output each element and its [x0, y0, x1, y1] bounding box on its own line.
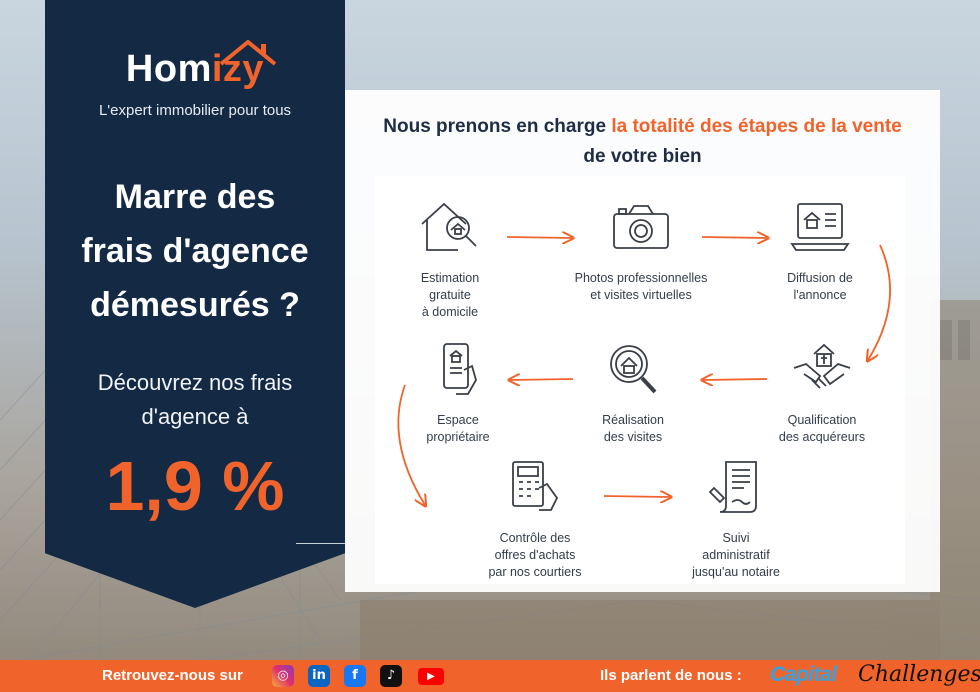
subtext-line: Découvrez nos frais — [97, 370, 293, 395]
linkedin-icon[interactable]: in — [308, 665, 330, 687]
challenges-logo: Challenges — [858, 662, 980, 687]
step-estimation: Estimation gratuite à domicile — [365, 198, 535, 321]
promo-banner: Homizy L'expert immobilier pour tous Mar… — [45, 0, 345, 608]
heading-accent: la totalité des étapes de la vente — [611, 116, 902, 137]
brand-name-part1: Hom — [125, 48, 212, 90]
divider — [296, 543, 346, 544]
step-label: Contrôle des — [499, 531, 571, 545]
subtext-line: d'agence à — [141, 404, 249, 429]
press-label: Ils parlent de nous : — [600, 667, 742, 684]
follow-label: Retrouvez-nous sur — [102, 667, 243, 684]
step-label: des acquéreurs — [778, 430, 866, 444]
step-diffusion: Diffusion de l'annonce — [735, 198, 905, 304]
banner-subtext: Découvrez nos frais d'agence à — [45, 366, 345, 434]
step-label: des visites — [603, 430, 663, 444]
step-label: Réalisation — [602, 413, 664, 427]
heading-text: Nous prenons en charge — [383, 116, 612, 137]
document-pen-icon — [708, 461, 757, 513]
step-label: par nos courtiers — [488, 565, 582, 579]
logo-roof-icon — [219, 40, 277, 66]
step-espace: Espace propriétaire — [373, 340, 543, 446]
step-controle: Contrôle des offres d'achats par nos cou… — [450, 458, 620, 581]
fee-rate: 1,9 % — [105, 447, 285, 525]
step-suivi: Suivi administratif jusqu'au notaire — [651, 458, 821, 581]
step-label: jusqu'au notaire — [692, 565, 780, 579]
headline-line: frais d'agence — [81, 232, 309, 270]
heading-text-2: de votre bien — [583, 146, 702, 167]
step-label: Espace — [437, 413, 479, 427]
step-label: Photos professionnelles — [574, 271, 708, 285]
panel-heading: Nous prenons en charge la totalité des é… — [345, 112, 940, 172]
step-label: Suivi — [722, 531, 750, 545]
camera-icon — [613, 205, 669, 249]
headline-line: Marre des — [114, 178, 276, 216]
step-label: gratuite — [429, 288, 471, 302]
brand-tagline: L'expert immobilier pour tous — [98, 102, 292, 119]
step-label: propriétaire — [426, 430, 490, 444]
step-visites: Réalisation des visites — [548, 340, 718, 446]
brand-logo: Homizy — [45, 48, 345, 91]
step-label: Qualification — [787, 413, 857, 427]
step-photos: Photos professionnelles et visites virtu… — [556, 198, 726, 304]
step-label: à domicile — [421, 305, 479, 319]
step-label: l'annonce — [793, 288, 847, 302]
house-search-icon — [610, 345, 657, 394]
step-label: et visites virtuelles — [590, 288, 692, 302]
headline-line: démesurés ? — [90, 286, 300, 324]
youtube-icon[interactable]: ▶ — [418, 668, 444, 685]
step-label: administratif — [702, 548, 770, 562]
brand-name-part2: izy — [211, 48, 265, 90]
handshake-house-icon — [793, 343, 851, 389]
capital-logo: Capital — [770, 663, 837, 686]
house-magnifier-icon — [421, 202, 477, 251]
instagram-icon[interactable]: ◎ — [272, 665, 294, 687]
facebook-icon[interactable]: f — [344, 665, 366, 687]
step-qualification: Qualification des acquéreurs — [737, 340, 907, 446]
step-label: Estimation — [420, 271, 480, 285]
phone-hand-icon — [443, 343, 477, 395]
banner-headline: Marre des frais d'agence démesurés ? — [45, 170, 345, 332]
step-label: offres d'achats — [494, 548, 576, 562]
step-label: Diffusion de — [787, 271, 853, 285]
tiktok-icon[interactable]: ♪ — [380, 665, 402, 687]
footer-bar: Retrouvez-nous sur ◎ in f ♪ ▶ Ils parlen… — [0, 660, 980, 692]
laptop-listing-icon — [790, 203, 850, 251]
calculator-hand-icon — [512, 461, 559, 511]
